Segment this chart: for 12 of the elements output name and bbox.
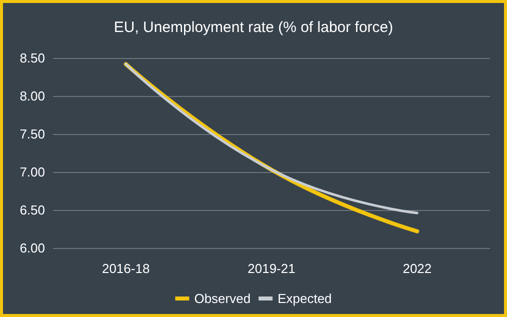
y-tick-label: 7.50 <box>20 126 45 142</box>
y-tick-label: 8.50 <box>20 50 45 66</box>
x-tick-label: 2019-21 <box>248 261 296 276</box>
x-tick-label: 2022 <box>402 261 432 276</box>
legend-label: Observed <box>194 291 251 306</box>
y-tick-label: 7.00 <box>20 164 45 180</box>
legend-label: Expected <box>278 291 332 306</box>
y-tick-label: 6.00 <box>20 240 45 256</box>
chart-title: EU, Unemployment rate (% of labor force) <box>114 19 394 36</box>
y-tick-label: 6.50 <box>20 202 45 218</box>
x-tick-label: 2016-18 <box>102 261 150 276</box>
y-tick-label: 8.00 <box>20 88 45 104</box>
